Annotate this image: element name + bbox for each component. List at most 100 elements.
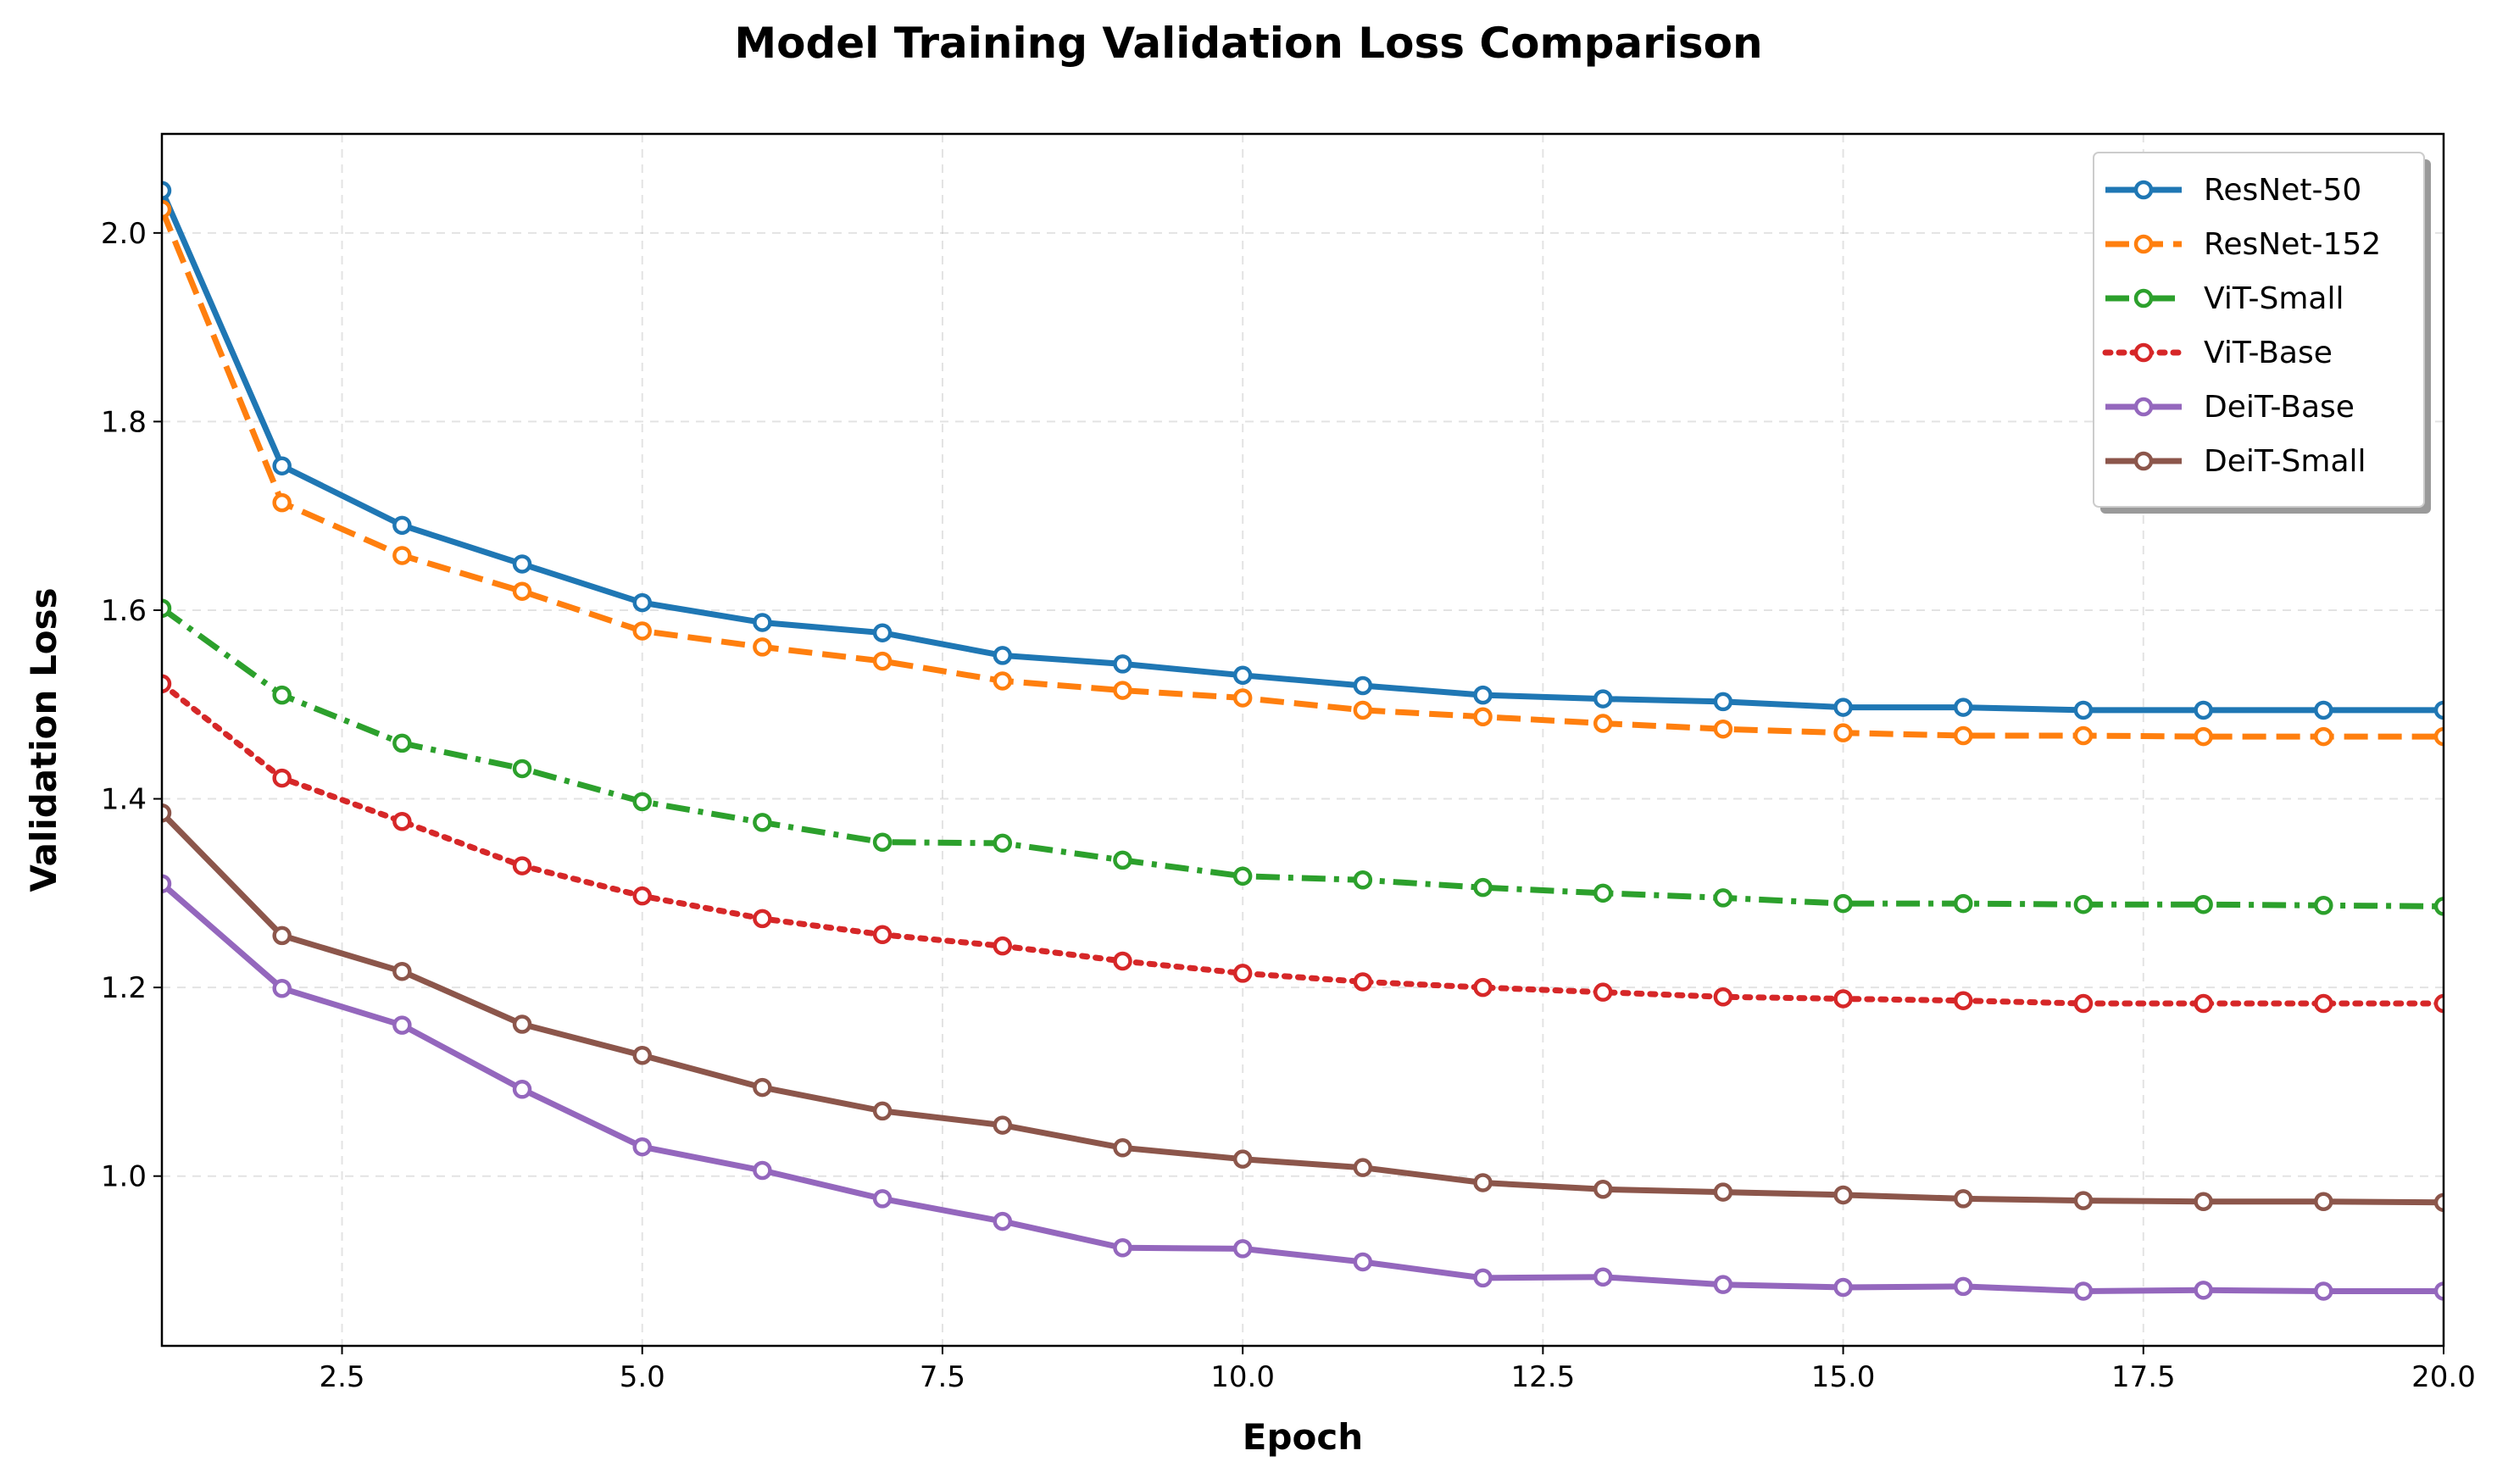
data-point	[1954, 1276, 1973, 1297]
data-point	[1593, 714, 1613, 733]
data-point	[2433, 897, 2444, 916]
data-point	[1473, 1268, 1493, 1288]
series-layer	[162, 181, 2444, 1301]
y-tick-label: 1.2	[101, 971, 147, 1005]
data-point	[1113, 1138, 1132, 1158]
data-point	[2314, 700, 2333, 720]
legend-marker	[2133, 234, 2154, 254]
series-resnet-50	[162, 181, 2444, 720]
data-point	[2433, 700, 2444, 720]
data-point	[512, 856, 532, 875]
data-point	[1232, 1239, 1253, 1259]
data-point	[2194, 700, 2213, 720]
data-point	[272, 456, 292, 475]
data-point	[753, 1077, 772, 1098]
y-tick-label: 1.6	[101, 594, 147, 628]
data-point	[1232, 964, 1253, 983]
data-point	[162, 181, 172, 201]
x-tick-label: 10.0	[1210, 1360, 1275, 1394]
data-point	[993, 646, 1013, 665]
data-point	[272, 768, 292, 788]
data-point	[1353, 1252, 1373, 1272]
data-point	[632, 792, 652, 812]
data-point	[1353, 1158, 1373, 1177]
data-point	[1113, 1238, 1132, 1258]
data-point	[2433, 1281, 2444, 1301]
x-tick-label: 20.0	[2411, 1360, 2476, 1394]
series-vit-small	[162, 598, 2444, 916]
data-point	[1593, 982, 1613, 1002]
x-tick-label: 17.5	[2111, 1360, 2176, 1394]
data-point	[392, 515, 412, 536]
data-point	[1954, 698, 1973, 717]
data-point	[2314, 1192, 2333, 1211]
data-point	[392, 1015, 412, 1035]
data-point	[1232, 665, 1253, 686]
data-point	[392, 733, 412, 753]
data-point	[1713, 1275, 1733, 1294]
data-point	[272, 685, 292, 705]
data-point	[753, 1160, 772, 1181]
data-point	[512, 1080, 532, 1099]
data-point	[993, 1211, 1013, 1231]
series-resnet-152	[162, 199, 2444, 747]
y-axis-label: Validation Loss	[23, 587, 64, 892]
series-deit-small	[162, 803, 2444, 1213]
data-point	[872, 925, 893, 945]
data-point	[512, 554, 532, 574]
y-tick-label: 1.0	[101, 1160, 147, 1194]
data-point	[2194, 726, 2213, 747]
data-point	[1833, 989, 1853, 1009]
data-point	[1473, 707, 1493, 726]
data-point	[1232, 866, 1253, 887]
data-point	[1473, 877, 1493, 898]
data-point	[2314, 1281, 2333, 1301]
data-point	[2433, 993, 2444, 1014]
data-point	[993, 936, 1013, 956]
data-point	[1713, 719, 1733, 739]
data-point	[162, 598, 172, 619]
chart-title: Model Training Validation Loss Compariso…	[734, 19, 1762, 68]
legend-item: DeiT-Small	[2105, 444, 2366, 479]
data-point	[272, 492, 292, 513]
series-line	[162, 681, 2444, 1007]
data-point	[1713, 692, 1733, 712]
data-point	[1113, 681, 1132, 700]
data-point	[993, 1115, 1013, 1135]
legend-marker	[2133, 342, 2154, 363]
data-point	[272, 925, 292, 946]
legend-item: ViT-Base	[2102, 336, 2333, 370]
data-point	[993, 671, 1013, 691]
data-point	[1113, 951, 1132, 971]
data-point	[2433, 1192, 2444, 1213]
data-point	[2073, 894, 2094, 914]
data-point	[2073, 993, 2094, 1014]
data-point	[1593, 883, 1613, 903]
data-point	[2073, 700, 2094, 720]
data-point	[2073, 1191, 2094, 1210]
x-tick-label: 7.5	[920, 1360, 965, 1394]
x-tick-label: 2.5	[319, 1360, 364, 1394]
data-point	[1232, 1149, 1253, 1169]
data-point	[1473, 1173, 1493, 1192]
series-vit-base	[162, 674, 2444, 1014]
data-point	[632, 886, 652, 906]
data-point	[1954, 893, 1973, 914]
data-point	[993, 833, 1013, 853]
data-point	[162, 674, 172, 694]
series-line	[162, 810, 2444, 1206]
data-point	[2314, 993, 2333, 1014]
data-point	[753, 637, 772, 657]
data-point	[162, 874, 172, 893]
data-point	[1954, 725, 1973, 746]
data-point	[1593, 1180, 1613, 1199]
data-point	[392, 961, 412, 981]
y-tick-label: 1.8	[101, 405, 147, 439]
data-point	[1473, 977, 1493, 998]
data-point	[1353, 700, 1373, 720]
data-point	[1954, 1189, 1973, 1209]
data-point	[272, 978, 292, 998]
data-point	[2194, 993, 2213, 1014]
x-tick-label: 5.0	[620, 1360, 665, 1394]
